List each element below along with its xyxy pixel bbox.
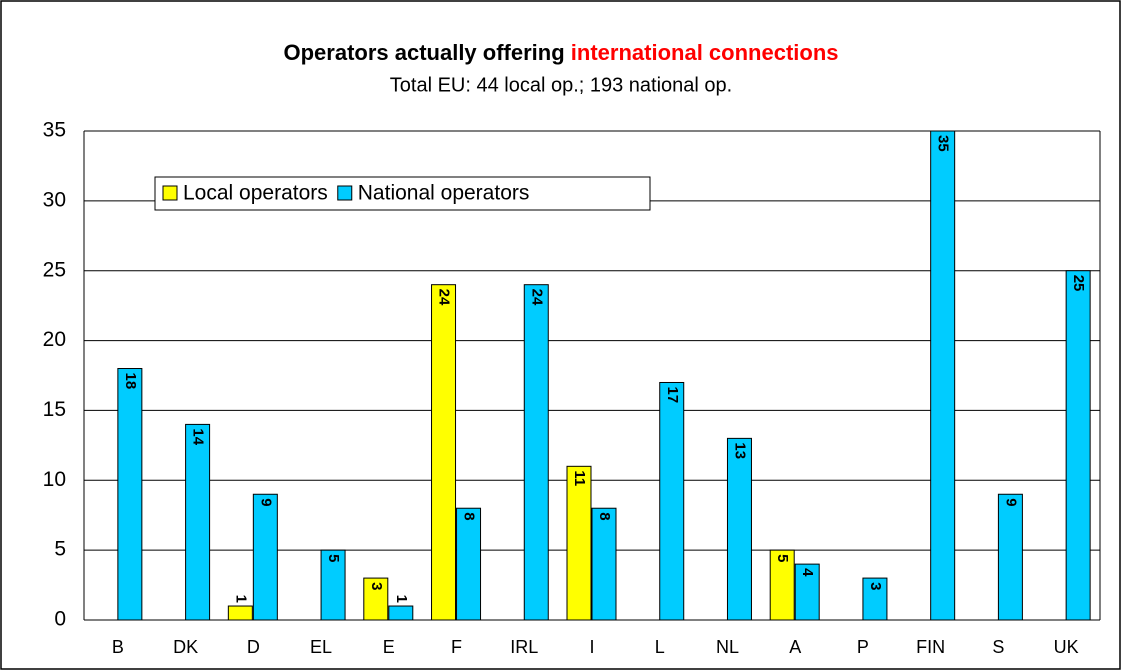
bar	[431, 284, 457, 621]
value-label: 3	[867, 582, 884, 590]
legend-box	[154, 176, 651, 211]
x-tick-label: B	[112, 637, 124, 657]
x-tick-label: A	[789, 637, 801, 657]
value-label: 1	[393, 595, 410, 603]
y-tick-label: 20	[43, 328, 66, 351]
value-label: 18	[122, 373, 139, 390]
value-label: 35	[935, 135, 952, 152]
value-label: 17	[664, 386, 681, 403]
y-tick-label: 0	[54, 608, 66, 631]
bar	[227, 605, 253, 621]
value-label: 11	[571, 470, 588, 486]
bar	[659, 381, 685, 621]
bar	[388, 605, 414, 621]
bar	[185, 423, 211, 621]
bar	[591, 507, 617, 621]
title-part: Operators actually offering	[283, 40, 564, 65]
title-highlight: international connections	[571, 40, 839, 65]
x-tick-label: DK	[173, 637, 198, 657]
value-label: 24	[528, 289, 545, 306]
bar	[117, 368, 143, 621]
legend: Local operators National operators	[154, 176, 651, 211]
x-tick-label: D	[247, 637, 260, 657]
legend-label: Local operators	[183, 182, 328, 205]
y-tick-label: 10	[43, 468, 66, 491]
x-tick-label: UK	[1054, 637, 1079, 657]
legend-label: National operators	[358, 182, 530, 205]
value-label: 9	[257, 498, 274, 506]
bar	[566, 465, 592, 621]
value-label: 8	[461, 512, 478, 520]
bar	[930, 130, 956, 621]
y-tick-label: 35	[43, 119, 66, 142]
value-label: 13	[731, 442, 748, 459]
x-tick-label: E	[383, 637, 395, 657]
value-label: 24	[436, 289, 453, 306]
bar	[997, 493, 1023, 621]
x-tick-label: NL	[716, 637, 739, 657]
bar	[363, 577, 389, 621]
value-label: 5	[774, 554, 791, 562]
bar	[320, 549, 346, 621]
chart-title: Operators actually offering internationa…	[283, 40, 838, 65]
bar	[252, 493, 278, 621]
x-tick-label: F	[451, 637, 462, 657]
y-tick-label: 15	[43, 398, 66, 421]
value-label: 3	[368, 582, 385, 590]
x-tick-label: FIN	[916, 637, 945, 657]
value-label: 9	[1002, 498, 1019, 506]
x-tick-label: I	[589, 637, 594, 657]
value-label: 25	[1070, 275, 1087, 292]
x-tick-label: L	[655, 637, 665, 657]
value-label: 1	[232, 595, 249, 603]
bar	[1065, 270, 1091, 621]
x-tick-label: EL	[310, 637, 332, 657]
x-tick-label: IRL	[510, 637, 538, 657]
value-label: 14	[190, 428, 207, 445]
chart-subtitle: Total EU: 44 local op.; 193 national op.	[390, 74, 732, 96]
x-tick-label: P	[857, 637, 869, 657]
y-tick-label: 5	[54, 538, 66, 561]
value-label: 4	[799, 568, 816, 577]
y-tick-label: 30	[43, 188, 66, 211]
y-tick-label: 25	[43, 258, 66, 281]
bar	[862, 577, 888, 621]
value-label: 5	[325, 554, 342, 562]
bar	[769, 549, 795, 621]
bar	[726, 437, 752, 621]
bar	[523, 284, 549, 621]
bar	[794, 563, 820, 621]
legend-swatch	[162, 185, 178, 201]
legend-swatch	[337, 185, 353, 201]
value-label: 8	[596, 512, 613, 520]
x-tick-label: S	[992, 637, 1004, 657]
bar	[456, 507, 482, 621]
